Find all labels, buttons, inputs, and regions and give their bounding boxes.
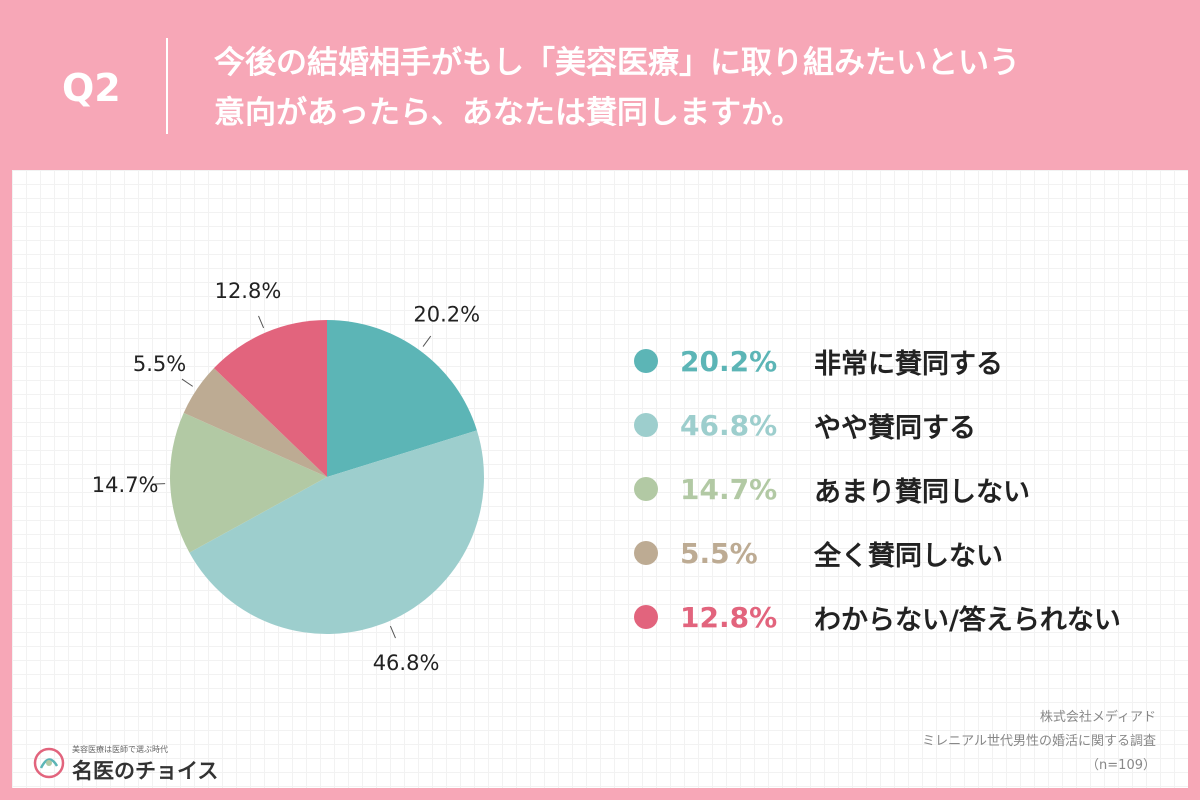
- chart-panel: 20.2% 46.8% 14.7% 5.5% 12.8% 20.2% 非常に賛同する 46.…: [12, 170, 1188, 788]
- question-line-2: 意向があったら、あなたは賛同しますか。: [214, 95, 803, 131]
- question-header: Q2 今後の結婚相手がもし「美容医療」に取り組みたいという 意向があったら、あな…: [0, 0, 1200, 170]
- leader-line: [152, 483, 166, 485]
- question-text: 今後の結婚相手がもし「美容医療」に取り組みたいという 意向があったら、あなたは賛…: [214, 38, 1154, 138]
- legend-swatch: [634, 605, 658, 629]
- logo-name: 名医のチョイス: [72, 759, 219, 783]
- legend-percent: 5.5%: [680, 536, 758, 570]
- question-line-1: 今後の結婚相手がもし「美容医療」に取り組みたいという: [214, 45, 1020, 81]
- legend-item: 5.5% 全く賛同しない: [634, 521, 1121, 585]
- question-number: Q2: [62, 66, 121, 110]
- legend-swatch: [634, 413, 658, 437]
- data-label: 12.8%: [215, 279, 282, 303]
- legend-label: あまり賛同しない: [814, 476, 1030, 508]
- source-sample: （n=109）: [1086, 758, 1156, 773]
- source-note: 株式会社メディアド ミレニアル世代男性の婚活に関する調査 （n=109）: [922, 706, 1156, 778]
- pie-slice: [213, 320, 327, 477]
- pie-slice: [189, 430, 484, 634]
- legend-swatch: [634, 541, 658, 565]
- legend-label: 非常に賛同する: [814, 348, 1003, 380]
- leader-line: [181, 378, 194, 387]
- logo-tagline: 美容医療は医師で選ぶ時代: [72, 745, 168, 754]
- legend-label: やや賛同する: [814, 412, 976, 444]
- pie-slice: [327, 320, 477, 477]
- legend-percent: 14.7%: [680, 472, 778, 506]
- legend-label: わからない/答えられない: [814, 604, 1121, 636]
- pie-slice: [183, 368, 327, 477]
- chart-legend: 20.2% 非常に賛同する 46.8% やや賛同する 14.7% あまり賛同しない 5.5%…: [634, 329, 1121, 649]
- data-label: 46.8%: [373, 651, 440, 675]
- legend-percent: 12.8%: [680, 600, 778, 634]
- legend-percent: 20.2%: [680, 344, 778, 378]
- leader-line: [389, 625, 396, 639]
- leader-line: [258, 315, 265, 329]
- legend-item: 20.2% 非常に賛同する: [634, 329, 1121, 393]
- leader-line: [422, 335, 432, 347]
- legend-swatch: [634, 349, 658, 373]
- legend-item: 12.8% わからない/答えられない: [634, 585, 1121, 649]
- source-company: 株式会社メディアド: [1039, 710, 1156, 725]
- brand-logo: 美容医療は医師で選ぶ時代 名医のチョイス: [32, 742, 222, 783]
- data-label: 5.5%: [133, 352, 186, 376]
- legend-item: 14.7% あまり賛同しない: [634, 457, 1121, 521]
- header-divider: [166, 38, 168, 134]
- pie-slice: [170, 412, 327, 553]
- source-survey: ミレニアル世代男性の婚活に関する調査: [922, 734, 1156, 749]
- pie-chart: 20.2% 46.8% 14.7% 5.5% 12.8%: [92, 279, 484, 675]
- data-label: 20.2%: [413, 302, 480, 326]
- legend-percent: 46.8%: [680, 408, 778, 442]
- legend-label: 全く賛同しない: [814, 540, 1003, 572]
- data-label: 14.7%: [92, 473, 159, 497]
- legend-swatch: [634, 477, 658, 501]
- legend-item: 46.8% やや賛同する: [634, 393, 1121, 457]
- logo-mark-icon: [33, 747, 65, 779]
